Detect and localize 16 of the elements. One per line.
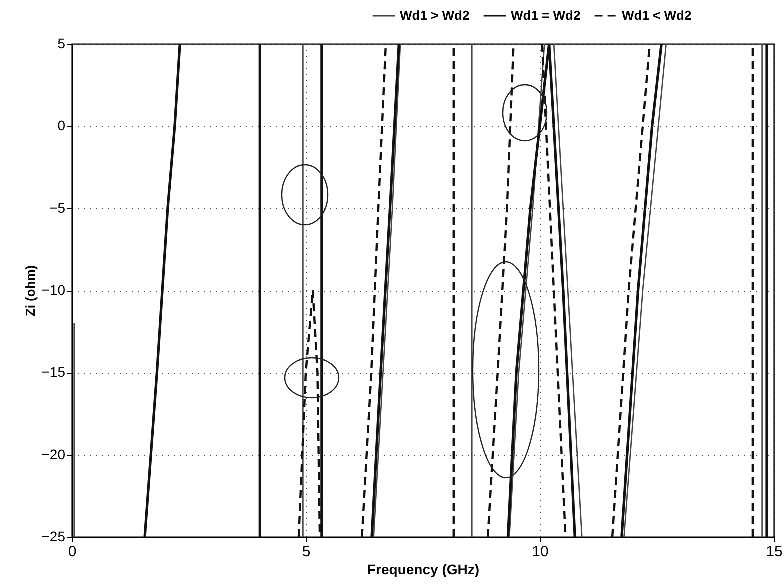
y-tick-label: −25	[42, 528, 66, 544]
y-tick-label: −15	[42, 364, 66, 380]
x-tick-label: 5	[302, 544, 311, 560]
y-tick-label: 0	[58, 118, 66, 134]
y-tick-label: −5	[50, 200, 66, 216]
y-axis-title: Zi (ohm)	[22, 265, 38, 317]
x-tick-label: 0	[68, 544, 77, 560]
x-tick-label: 10	[532, 544, 549, 560]
legend-label: Wd1 < Wd2	[622, 8, 692, 23]
x-axis-title: Frequency (GHz)	[367, 562, 480, 578]
y-tick-label: −20	[42, 446, 66, 462]
x-tick-label: 15	[766, 544, 783, 560]
y-tick-label: −10	[42, 282, 66, 298]
legend-label: Wd1 > Wd2	[400, 8, 470, 23]
legend-label: Wd1 = Wd2	[511, 8, 581, 23]
y-tick-label: 5	[58, 36, 66, 52]
